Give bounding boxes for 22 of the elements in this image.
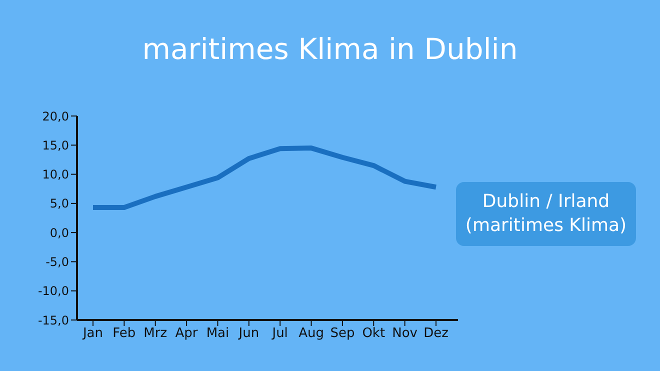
y-tick-label: -15,0	[38, 313, 69, 328]
x-tick-label: Apr	[175, 326, 198, 342]
x-tick-label: Mrz	[144, 326, 168, 342]
y-tick-label: -5,0	[46, 254, 69, 269]
x-tick-label: Okt	[362, 326, 386, 342]
y-tick-label: 0,0	[50, 226, 69, 240]
y-tick-label: -10,0	[38, 284, 69, 298]
y-tick-label: 5,0	[50, 196, 69, 211]
x-tick-label: Sep	[330, 326, 355, 342]
y-tick-label: 20,0	[42, 109, 69, 124]
x-tick-label: Dez	[424, 326, 449, 342]
x-tick-label: Mai	[206, 326, 230, 342]
x-tick-label: Aug	[298, 326, 324, 342]
x-tick-label: Jan	[82, 326, 104, 342]
text: Dublin / Irland (maritimes Klima)	[456, 182, 636, 246]
x-tick-label: Nov	[392, 326, 418, 342]
y-tick-label: 10,0	[42, 168, 69, 182]
x-tick-label: Jun	[238, 326, 260, 342]
x-tick-label: Jul	[271, 326, 288, 342]
y-tick-label: 15,0	[42, 138, 69, 152]
chart-title: maritimes Klima in Dublin	[141, 32, 519, 66]
x-tick-label: Feb	[112, 326, 136, 342]
